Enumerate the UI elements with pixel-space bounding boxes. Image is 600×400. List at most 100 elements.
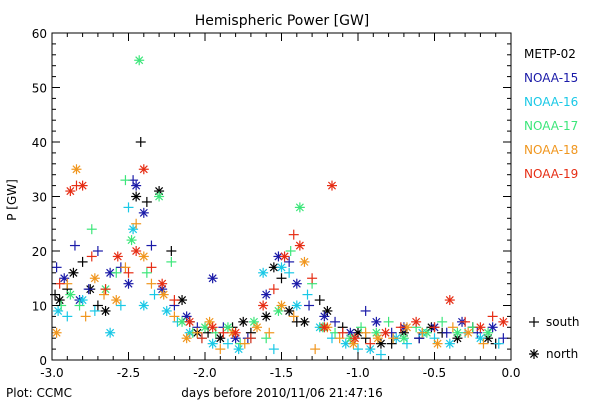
- data-point: [134, 55, 145, 66]
- data-point: [69, 240, 80, 251]
- chart-title: Hemispheric Power [GW]: [195, 13, 370, 29]
- data-point: [261, 333, 272, 344]
- data-point: [111, 267, 122, 278]
- data-point: [452, 327, 463, 338]
- data-point: [401, 338, 412, 349]
- data-point: [437, 316, 448, 327]
- data-point: [169, 311, 180, 322]
- data-point: [157, 278, 168, 289]
- data-point: [138, 251, 149, 262]
- data-point: [207, 273, 218, 284]
- data-point: [375, 338, 386, 349]
- data-point: [472, 327, 483, 338]
- data-point: [99, 289, 110, 300]
- data-point: [131, 246, 142, 256]
- data-point: [444, 295, 455, 306]
- data-point: [319, 311, 330, 322]
- data-point: [276, 300, 287, 311]
- data-point: [245, 333, 256, 344]
- axes: -3.0 -2.5 -2.0 -1.5 -1.0 -0.5 0.0 0 10 20 30 40 50 60: [32, 27, 521, 380]
- data-point: [141, 196, 152, 207]
- data-point: [146, 278, 157, 289]
- data-point: [71, 164, 82, 175]
- legend-entry: METP-02: [524, 47, 576, 61]
- data-point: [487, 311, 498, 322]
- data-point: [383, 316, 394, 327]
- data-point: [86, 251, 97, 262]
- data-point: [77, 180, 88, 191]
- data-point: [444, 338, 455, 349]
- series-noaa-16: [53, 202, 504, 360]
- y-tick-label: 10: [32, 300, 47, 314]
- data-point: [380, 327, 391, 338]
- data-point: [417, 327, 428, 338]
- y-tick-label: 40: [32, 136, 47, 150]
- data-point: [169, 295, 180, 306]
- data-point: [233, 344, 244, 355]
- data-point: [447, 322, 458, 333]
- data-point: [258, 300, 269, 311]
- data-point: [184, 316, 195, 327]
- data-point: [181, 333, 192, 344]
- data-point: [100, 305, 111, 316]
- data-point: [395, 322, 406, 333]
- data-point: [138, 300, 149, 311]
- data-point: [284, 305, 295, 316]
- data-point: [138, 207, 149, 218]
- data-point: [200, 322, 210, 333]
- data-point: [92, 246, 103, 256]
- legend-entry: NOAA-15: [524, 71, 578, 85]
- data-point: [487, 322, 498, 333]
- data-point: [294, 202, 305, 213]
- marker-legend-south: [529, 317, 539, 327]
- data-point: [230, 327, 241, 338]
- data-point: [493, 338, 504, 349]
- data-point: [83, 284, 94, 295]
- data-point: [54, 295, 65, 306]
- series-noaa-18: [51, 164, 489, 355]
- data-point: [334, 333, 345, 344]
- data-point: [441, 327, 452, 338]
- marker-legend-label: south: [546, 315, 580, 329]
- data-point: [238, 316, 249, 327]
- data-point: [386, 338, 397, 349]
- y-tick-label: 20: [32, 245, 47, 259]
- data-point: [276, 273, 287, 284]
- data-point: [414, 333, 425, 344]
- legend: METP-02 NOAA-15 NOAA-16 NOAA-17 NOAA-18 NOAA-…: [524, 47, 580, 361]
- x-tick-label: -1.5: [270, 366, 293, 380]
- data-point: [92, 300, 103, 311]
- data-point: [314, 295, 325, 306]
- data-point: [475, 333, 486, 344]
- y-axis-label: P [GW]: [5, 179, 19, 221]
- data-point: [498, 316, 509, 327]
- data-point: [204, 316, 215, 327]
- legend-entry: NOAA-16: [524, 95, 578, 109]
- data-point: [310, 344, 321, 355]
- y-tick-label: 30: [32, 191, 47, 205]
- data-point: [207, 338, 218, 349]
- data-point: [460, 316, 471, 327]
- data-point: [115, 300, 126, 311]
- data-point: [371, 316, 382, 327]
- data-point: [59, 273, 70, 284]
- data-point: [284, 256, 295, 267]
- data-point: [141, 267, 152, 278]
- data-point: [478, 338, 489, 349]
- data-point: [375, 349, 386, 360]
- data-point: [475, 322, 486, 333]
- data-point: [429, 333, 440, 344]
- data-point: [146, 240, 157, 251]
- data-point: [294, 240, 305, 251]
- series-metp-02: [50, 137, 501, 349]
- marker-legend-north: [529, 349, 539, 359]
- data-point: [53, 305, 64, 316]
- data-point: [299, 316, 310, 327]
- legend-entry: NOAA-17: [524, 119, 578, 133]
- x-tick-label: -3.0: [40, 366, 63, 380]
- data-point: [258, 267, 269, 278]
- data-point: [432, 338, 443, 349]
- data-point: [388, 333, 399, 344]
- plot-credit: Plot: CCMC: [6, 386, 72, 400]
